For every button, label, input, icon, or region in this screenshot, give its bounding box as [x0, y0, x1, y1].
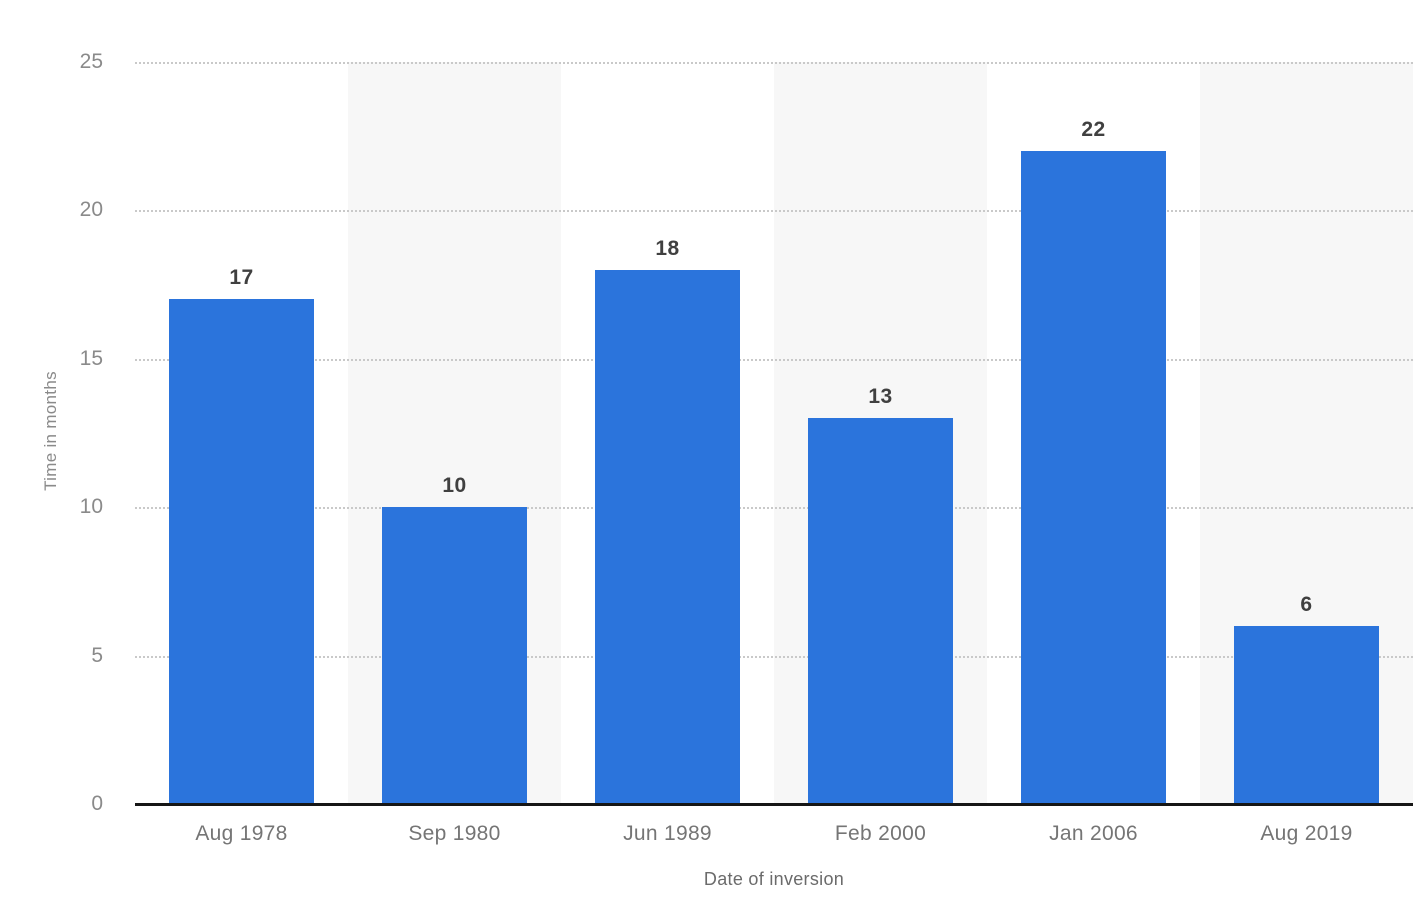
- bar-cell-sep-1980: 10: [348, 62, 561, 804]
- bar-value-label-jan-2006: 22: [1081, 118, 1106, 142]
- y-axis-tick-15: 15: [79, 346, 103, 370]
- bar-feb-2000: 13: [807, 385, 954, 804]
- bar-cell-aug-2019: 6: [1200, 62, 1413, 804]
- y-axis-tick-10: 10: [79, 495, 103, 519]
- y-axis-tick-20: 20: [79, 198, 103, 222]
- x-axis-label-jun-1989: Jun 1989: [623, 822, 712, 845]
- plot-area: 17 10 18 13 22 6: [135, 62, 1413, 806]
- x-axis-label-feb-2000: Feb 2000: [834, 822, 927, 845]
- bar-aug-2019: 6: [1233, 593, 1380, 804]
- y-axis-tick-0: 0: [91, 792, 103, 815]
- gridline-20: [135, 210, 1413, 213]
- bar-value-label-jun-1989: 18: [655, 236, 680, 260]
- bar-cell-feb-2000: 13: [774, 62, 987, 804]
- x-axis-label-sep-1980: Sep 1980: [408, 822, 501, 845]
- bar-value-label-aug-1978: 17: [229, 266, 254, 290]
- gridline-15: [135, 358, 1413, 361]
- bar-cell-aug-1978: 17: [135, 62, 348, 804]
- bar-series: 17 10 18 13 22 6: [135, 62, 1413, 804]
- gridline-5: [135, 655, 1413, 658]
- bar-value-label-aug-2019: 6: [1300, 592, 1313, 616]
- bar-value-label-feb-2000: 13: [868, 385, 893, 409]
- bar-cell-jan-2006: 22: [987, 62, 1200, 804]
- y-axis-tick-25: 25: [79, 50, 103, 73]
- bar-jan-2006: 22: [1020, 118, 1167, 804]
- y-axis-tick-5: 5: [91, 643, 103, 667]
- gridline-25: [135, 62, 1413, 64]
- x-axis-label-aug-1978: Aug 1978: [195, 822, 288, 845]
- x-axis-label-jan-2006: Jan 2006: [1049, 822, 1138, 845]
- gridline-10: [135, 507, 1413, 510]
- x-axis-line: [135, 803, 1413, 806]
- x-axis-label-aug-2019: Aug 2019: [1260, 822, 1353, 845]
- x-axis-title: Date of inversion: [703, 869, 845, 889]
- bar-sep-1980: 10: [381, 474, 528, 804]
- y-axis-tick-labels: 0 5 10 15 20 25: [0, 50, 103, 815]
- x-axis-category-labels: Aug 1978 Sep 1980 Jun 1989 Feb 2000 Jan 2006…: [135, 822, 1413, 846]
- bar-aug-1978: 17: [168, 266, 315, 804]
- bar-jun-1989: 18: [594, 237, 741, 804]
- bar-value-label-sep-1980: 10: [442, 474, 467, 498]
- bar-cell-jun-1989: 18: [561, 62, 774, 804]
